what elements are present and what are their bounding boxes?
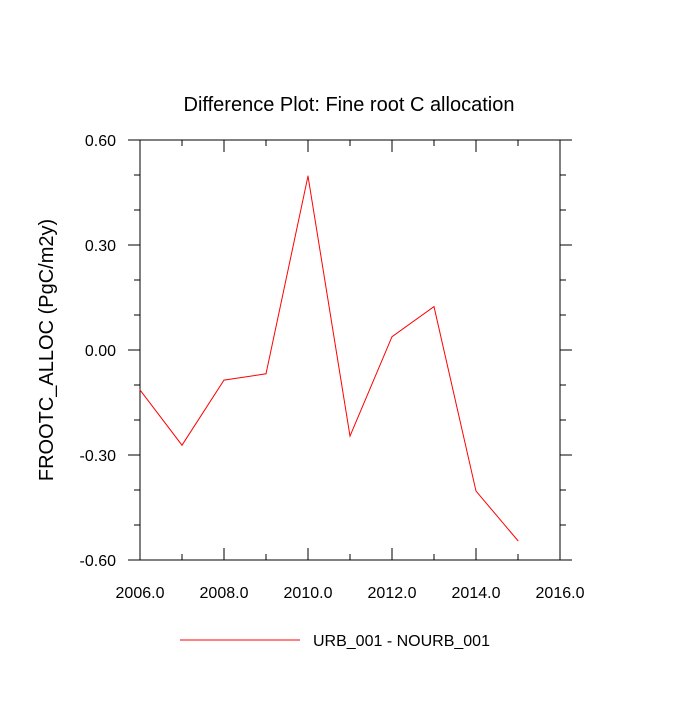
plot-area xyxy=(139,139,561,561)
data-point xyxy=(433,306,435,308)
y-axis-label: FROOTC_ALLOC (PgC/m2y) xyxy=(36,219,58,481)
x-tick-label: 2014.0 xyxy=(452,585,501,602)
data-point xyxy=(223,379,225,381)
series-lines xyxy=(139,175,519,542)
data-point xyxy=(517,540,519,542)
data-point xyxy=(349,435,351,437)
data-point xyxy=(139,389,141,391)
data-point xyxy=(181,444,183,446)
y-tick-label: -0.60 xyxy=(80,553,117,570)
chart-title: Difference Plot: Fine root C allocation xyxy=(184,94,515,116)
data-point xyxy=(265,373,267,375)
x-tick-label: 2010.0 xyxy=(284,585,333,602)
data-point xyxy=(391,336,393,338)
x-tick-label: 2006.0 xyxy=(116,585,165,602)
series-line-0 xyxy=(139,175,519,542)
y-tick-label: -0.30 xyxy=(80,448,117,465)
axis-tick-labels: 2006.0 2008.0 2010.0 2012.0 2014.0 2016.0 -0.6… xyxy=(80,133,585,602)
x-tick-label: 2012.0 xyxy=(368,585,417,602)
x-tick-label: 2016.0 xyxy=(536,585,585,602)
plot-frame xyxy=(139,139,561,561)
data-point xyxy=(307,175,309,177)
legend: URB_001 - NOURB_001 xyxy=(180,633,490,650)
y-tick-label: 0.60 xyxy=(85,133,116,150)
x-tick-label: 2008.0 xyxy=(200,585,249,602)
axis-ticks xyxy=(128,139,572,561)
data-point xyxy=(475,490,477,492)
legend-label: URB_001 - NOURB_001 xyxy=(313,633,490,650)
y-tick-label: 0.00 xyxy=(85,343,116,360)
y-tick-label: 0.30 xyxy=(85,238,116,255)
